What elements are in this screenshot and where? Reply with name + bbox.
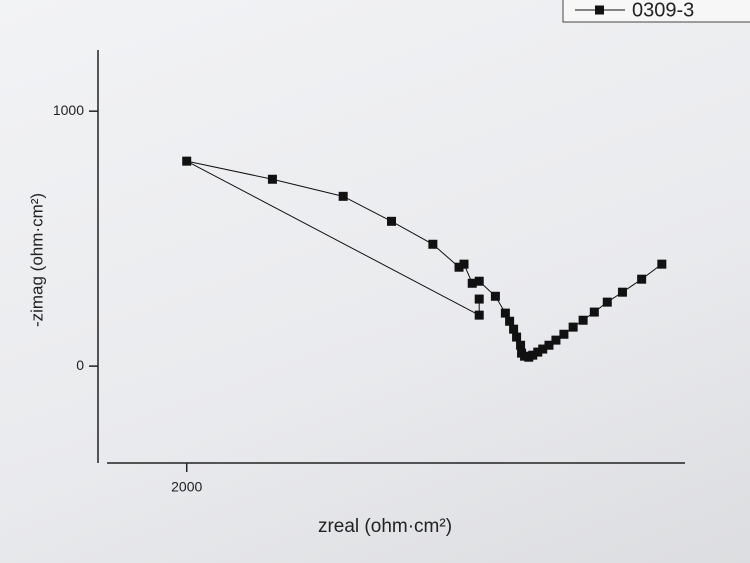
data-point bbox=[182, 156, 192, 166]
data-point bbox=[538, 344, 548, 354]
data-point bbox=[533, 347, 543, 357]
data-point bbox=[559, 329, 569, 339]
data-point bbox=[267, 174, 277, 184]
data-point bbox=[637, 274, 647, 284]
data-point bbox=[568, 322, 578, 332]
data-point bbox=[517, 348, 527, 358]
data-point bbox=[490, 291, 500, 301]
legend: 0309-3 bbox=[562, 0, 750, 23]
y-tick-label: 1000 bbox=[53, 102, 84, 118]
y-axis-label: -zimag (ohm·cm²) bbox=[27, 193, 46, 327]
data-point bbox=[589, 307, 599, 317]
data-point bbox=[544, 340, 554, 350]
legend-marker bbox=[595, 5, 604, 15]
data-point bbox=[512, 332, 522, 342]
data-point bbox=[338, 191, 348, 201]
data-point bbox=[387, 216, 397, 226]
legend-box bbox=[562, 0, 750, 23]
data-point bbox=[454, 262, 464, 272]
data-point bbox=[657, 259, 667, 269]
legend-label: 0309-3 bbox=[632, 0, 694, 21]
data-point bbox=[516, 340, 526, 350]
data-point bbox=[509, 324, 519, 334]
data-point bbox=[459, 259, 469, 269]
data-point bbox=[602, 297, 612, 307]
data-point bbox=[474, 276, 484, 286]
data-point bbox=[467, 278, 477, 288]
y-tick-label: 0 bbox=[76, 357, 84, 373]
data-point bbox=[551, 335, 561, 345]
series-line bbox=[186, 160, 663, 358]
data-point bbox=[428, 239, 438, 249]
x-axis-label: zreal (ohm·cm²) bbox=[318, 516, 452, 537]
data-point bbox=[474, 310, 484, 320]
x-tick-label: 2000 bbox=[171, 479, 202, 495]
data-point bbox=[500, 308, 510, 318]
data-point bbox=[505, 316, 515, 326]
data-point bbox=[474, 294, 484, 304]
data-point bbox=[617, 287, 627, 297]
data-point bbox=[578, 315, 588, 325]
